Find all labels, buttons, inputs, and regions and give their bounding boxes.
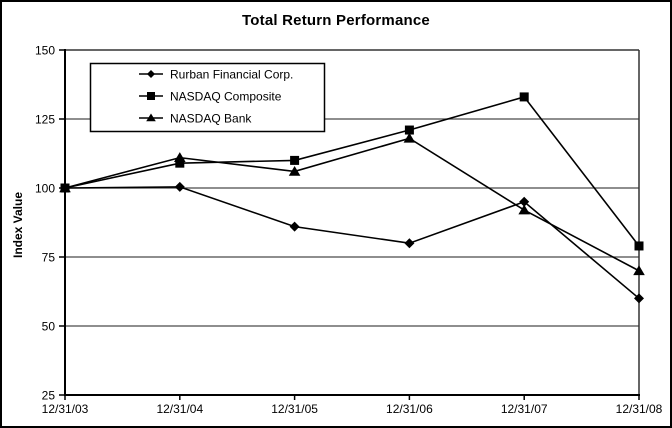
y-tick-label: 75	[42, 250, 56, 264]
y-tick-label: 150	[35, 43, 55, 57]
data-marker-diamond	[519, 196, 530, 207]
x-tick-label: 12/31/05	[271, 402, 318, 416]
data-marker-triangle	[174, 152, 186, 162]
legend-marker-square	[147, 92, 155, 100]
y-axis-label: Index Value	[11, 191, 25, 259]
x-tick-label: 12/31/04	[156, 402, 203, 416]
legend-marker-diamond	[147, 70, 155, 78]
series-line-diamond	[64, 186, 640, 300]
data-marker-triangle	[633, 265, 645, 276]
chart-title: Total Return Performance	[242, 12, 430, 29]
y-tick-label: 25	[42, 388, 56, 402]
data-marker-triangle	[403, 132, 416, 143]
data-marker-triangle	[59, 182, 71, 193]
x-tick-label: 12/31/07	[501, 402, 548, 416]
legend-item-label: NASDAQ Composite	[170, 89, 282, 103]
data-marker-square	[519, 92, 529, 102]
y-tick-label: 100	[35, 181, 55, 195]
series-line-triangle	[64, 137, 640, 272]
data-marker-square	[290, 155, 300, 165]
legend-marker-triangle	[146, 113, 156, 122]
y-tick-label: 50	[42, 319, 56, 333]
data-marker-square	[175, 158, 185, 168]
data-marker-triangle	[288, 165, 301, 176]
x-tick-label: 12/31/08	[616, 402, 663, 416]
data-marker-diamond	[404, 238, 415, 249]
legend-box	[89, 62, 326, 133]
data-marker-square	[404, 125, 414, 135]
series-line-square	[64, 96, 640, 247]
data-marker-diamond	[289, 221, 300, 232]
y-tick-label: 125	[35, 112, 55, 126]
x-tick-label: 12/31/06	[386, 402, 433, 416]
data-marker-square	[634, 241, 644, 251]
legend-item-label: NASDAQ Bank	[170, 111, 252, 125]
data-marker-triangle	[518, 204, 530, 215]
data-marker-diamond	[634, 293, 644, 304]
legend-item-label: Rurban Financial Corp.	[170, 67, 293, 81]
data-marker-diamond	[174, 181, 185, 192]
x-tick-label: 12/31/03	[42, 402, 89, 416]
